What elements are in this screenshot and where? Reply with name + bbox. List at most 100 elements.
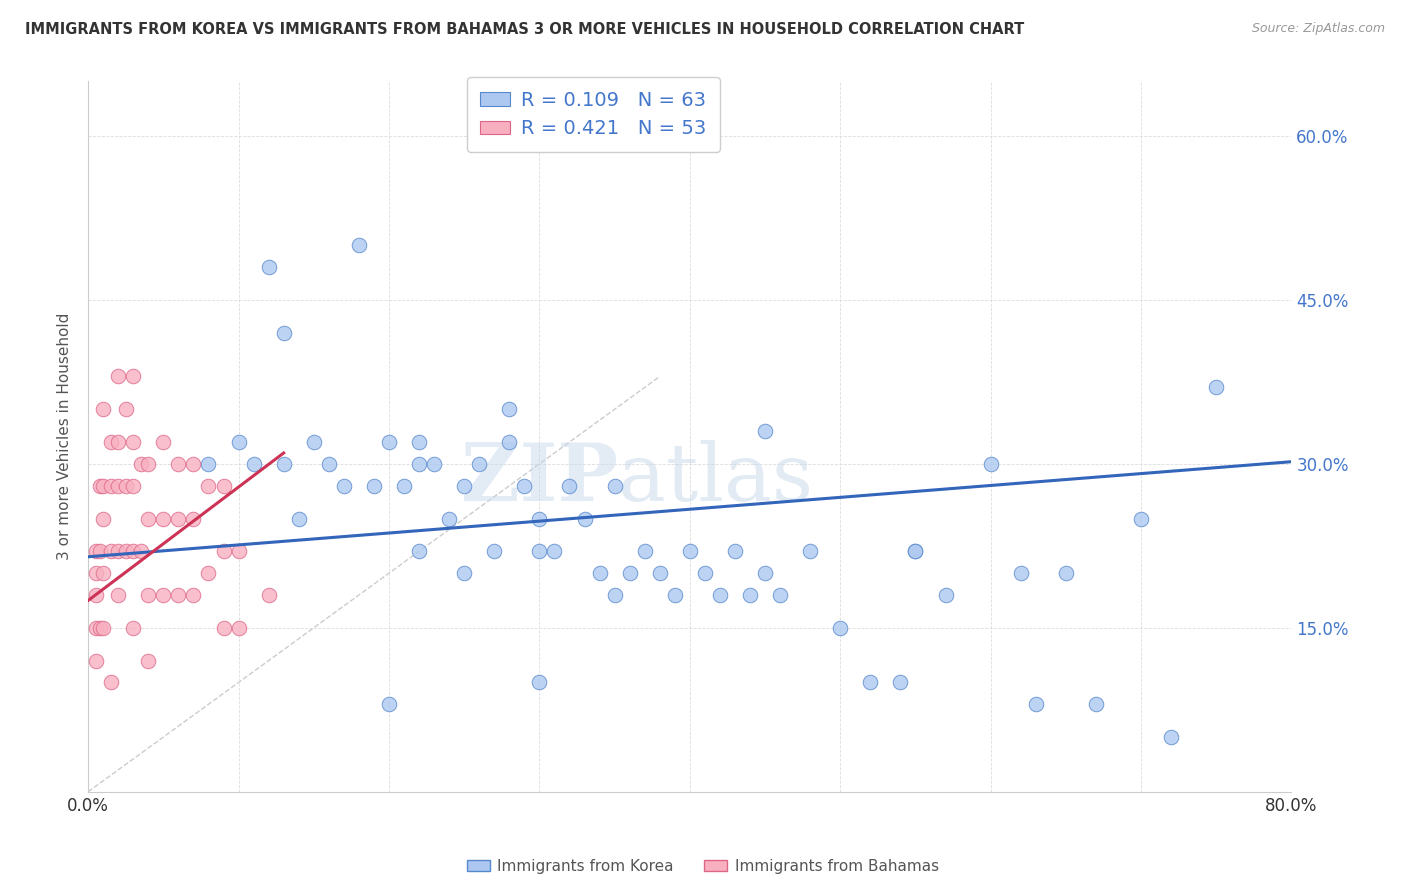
Point xyxy=(136,511,159,525)
Point xyxy=(498,402,520,417)
Point xyxy=(107,544,129,558)
Point xyxy=(89,544,111,558)
Point xyxy=(89,479,111,493)
Point xyxy=(529,675,551,690)
Point xyxy=(91,566,114,581)
Point xyxy=(408,457,430,471)
Point xyxy=(212,621,235,635)
Point xyxy=(679,544,702,558)
Point xyxy=(84,588,107,602)
Point xyxy=(122,435,145,450)
Point xyxy=(1054,566,1077,581)
Point xyxy=(100,675,122,690)
Point xyxy=(934,588,956,602)
Y-axis label: 3 or more Vehicles in Household: 3 or more Vehicles in Household xyxy=(58,313,72,560)
Point xyxy=(91,479,114,493)
Point xyxy=(363,479,385,493)
Point xyxy=(634,544,657,558)
Point xyxy=(91,402,114,417)
Point xyxy=(392,479,415,493)
Point xyxy=(107,588,129,602)
Point xyxy=(529,544,551,558)
Point xyxy=(648,566,671,581)
Point xyxy=(453,566,475,581)
Point xyxy=(122,544,145,558)
Point xyxy=(129,544,152,558)
Point xyxy=(513,479,536,493)
Point xyxy=(859,675,882,690)
Point xyxy=(107,435,129,450)
Point xyxy=(754,424,776,438)
Point xyxy=(904,544,927,558)
Point xyxy=(84,544,107,558)
Point xyxy=(889,675,911,690)
Point xyxy=(228,544,250,558)
Point xyxy=(114,479,136,493)
Point xyxy=(603,479,626,493)
Point xyxy=(152,435,174,450)
Point xyxy=(543,544,565,558)
Point xyxy=(183,511,205,525)
Point xyxy=(347,238,370,252)
Point xyxy=(408,435,430,450)
Point xyxy=(84,566,107,581)
Legend: R = 0.109   N = 63, R = 0.421   N = 53: R = 0.109 N = 63, R = 0.421 N = 53 xyxy=(467,77,720,152)
Point xyxy=(197,479,219,493)
Point xyxy=(603,588,626,602)
Point xyxy=(183,588,205,602)
Point xyxy=(484,544,506,558)
Point xyxy=(122,479,145,493)
Point xyxy=(89,621,111,635)
Text: ZIP: ZIP xyxy=(461,440,617,518)
Point xyxy=(273,457,295,471)
Point xyxy=(980,457,1002,471)
Point xyxy=(498,435,520,450)
Point xyxy=(197,566,219,581)
Point xyxy=(167,588,190,602)
Point xyxy=(769,588,792,602)
Point xyxy=(1205,380,1227,394)
Text: atlas: atlas xyxy=(617,440,813,518)
Point xyxy=(423,457,446,471)
Point xyxy=(588,566,610,581)
Point xyxy=(408,544,430,558)
Point xyxy=(1084,698,1107,712)
Point xyxy=(84,654,107,668)
Point xyxy=(664,588,686,602)
Point xyxy=(212,479,235,493)
Point xyxy=(378,435,401,450)
Point xyxy=(273,326,295,340)
Point xyxy=(754,566,776,581)
Point xyxy=(100,435,122,450)
Point xyxy=(152,588,174,602)
Legend: Immigrants from Korea, Immigrants from Bahamas: Immigrants from Korea, Immigrants from B… xyxy=(461,853,945,880)
Point xyxy=(167,511,190,525)
Point xyxy=(122,621,145,635)
Point xyxy=(100,479,122,493)
Point xyxy=(228,435,250,450)
Point xyxy=(91,621,114,635)
Point xyxy=(904,544,927,558)
Point xyxy=(1025,698,1047,712)
Point xyxy=(709,588,731,602)
Point xyxy=(114,402,136,417)
Point xyxy=(302,435,325,450)
Point xyxy=(100,544,122,558)
Point xyxy=(1130,511,1153,525)
Point xyxy=(257,260,280,275)
Point xyxy=(167,457,190,471)
Point xyxy=(799,544,821,558)
Point xyxy=(107,479,129,493)
Point xyxy=(468,457,491,471)
Point xyxy=(152,511,174,525)
Point xyxy=(558,479,581,493)
Text: Source: ZipAtlas.com: Source: ZipAtlas.com xyxy=(1251,22,1385,36)
Point xyxy=(114,544,136,558)
Point xyxy=(574,511,596,525)
Text: IMMIGRANTS FROM KOREA VS IMMIGRANTS FROM BAHAMAS 3 OR MORE VEHICLES IN HOUSEHOLD: IMMIGRANTS FROM KOREA VS IMMIGRANTS FROM… xyxy=(25,22,1025,37)
Point xyxy=(830,621,852,635)
Point xyxy=(197,457,219,471)
Point xyxy=(136,457,159,471)
Point xyxy=(136,654,159,668)
Point xyxy=(129,457,152,471)
